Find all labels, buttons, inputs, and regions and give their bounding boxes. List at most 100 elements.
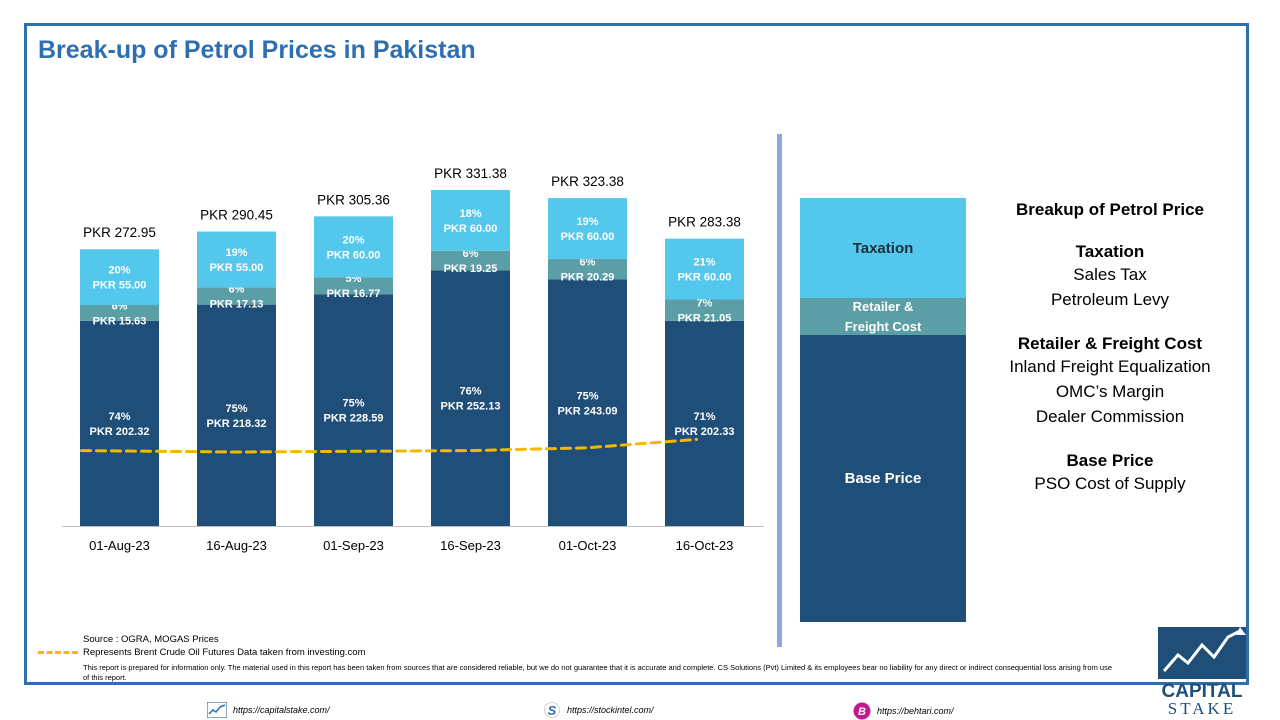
- x-tick-label: 16-Sep-23: [440, 538, 501, 553]
- data-label: 20%: [108, 265, 130, 277]
- x-tick-label: 01-Aug-23: [89, 538, 150, 553]
- explain-item: Inland Freight Equalization: [1009, 357, 1211, 376]
- data-label: PKR 60.00: [561, 231, 615, 243]
- bar-segment: [548, 279, 627, 526]
- capitalstake-icon: [207, 702, 227, 718]
- svg-text:B: B: [858, 706, 866, 718]
- data-label: 20%: [342, 234, 364, 246]
- legend-stack: Taxation Retailer & Freight Cost Base Pr…: [800, 198, 966, 622]
- explain-item: Dealer Commission: [1035, 407, 1185, 426]
- data-label: 21%: [693, 257, 715, 269]
- svg-text:S: S: [548, 703, 557, 718]
- explain-taxation-heading: Taxation: [1075, 242, 1145, 261]
- bar-segment: [431, 250, 510, 271]
- footer-link-capitalstake[interactable]: https://capitalstake.com/: [207, 702, 330, 718]
- total-label: PKR 290.45: [200, 208, 273, 223]
- data-label: PKR 218.32: [207, 418, 267, 430]
- stockintel-icon: S: [544, 702, 560, 718]
- data-label: PKR 16.77: [327, 288, 381, 300]
- x-tick-label: 16-Aug-23: [206, 538, 267, 553]
- data-label: 6%: [463, 248, 479, 260]
- disclaimer: This report is prepared for information …: [83, 663, 1112, 682]
- x-tick-label: 01-Oct-23: [559, 538, 617, 553]
- data-label: PKR 243.09: [558, 405, 618, 417]
- data-label: PKR 55.00: [210, 262, 264, 274]
- brent-legend-text: Represents Brent Crude Oil Futures Data …: [83, 647, 366, 658]
- behtari-icon: B: [853, 702, 871, 720]
- bar-segment: [197, 287, 276, 305]
- data-label: 19%: [225, 247, 247, 259]
- legend-retailer-segment: Retailer & Freight Cost: [800, 298, 966, 335]
- explain-base-heading: Base Price: [1066, 451, 1154, 470]
- data-label: PKR 202.33: [675, 426, 735, 438]
- bar-segment: [665, 299, 744, 321]
- total-label: PKR 323.38: [551, 174, 624, 189]
- footer-link-text[interactable]: https://behtari.com/: [877, 706, 954, 716]
- data-label: PKR 60.00: [444, 223, 498, 235]
- bar-segment: [197, 231, 276, 288]
- data-label: PKR 21.05: [678, 313, 732, 325]
- bar-segment: [665, 238, 744, 300]
- legend-taxation-segment: Taxation: [800, 198, 966, 298]
- data-label: PKR 15.63: [93, 315, 147, 327]
- data-label: 75%: [342, 398, 364, 410]
- vertical-divider: [777, 134, 782, 647]
- footer-link-behtari[interactable]: B https://behtari.com/: [853, 702, 954, 720]
- bar-segment: [431, 190, 510, 251]
- data-label: 18%: [459, 208, 481, 220]
- x-tick-label: 01-Sep-23: [323, 538, 384, 553]
- bar-segment: [314, 216, 393, 278]
- data-label: 75%: [576, 390, 598, 402]
- total-label: PKR 305.36: [317, 192, 390, 207]
- data-label: PKR 17.13: [210, 298, 264, 310]
- data-label: 76%: [459, 386, 481, 398]
- logo-graphic: CAPITAL STAKE: [1158, 627, 1246, 718]
- brent-crude-line: [80, 437, 698, 454]
- total-label: PKR 331.38: [434, 166, 507, 181]
- bar-segment: [314, 277, 393, 295]
- explain-item: OMC’s Margin: [1055, 382, 1165, 401]
- content-frame: [24, 23, 1249, 685]
- explain-item: Petroleum Levy: [1050, 290, 1170, 309]
- data-label: PKR 228.59: [324, 413, 384, 425]
- bar-segment: [431, 270, 510, 526]
- data-label: 6%: [580, 257, 596, 269]
- footer-link-text[interactable]: https://capitalstake.com/: [233, 705, 330, 715]
- total-label: PKR 272.95: [83, 225, 156, 240]
- price-breakup-explanation: Breakup of Petrol Price Taxation Sales T…: [985, 200, 1235, 496]
- bar-segment: [80, 249, 159, 306]
- bar-segment: [548, 258, 627, 280]
- explain-retailer-heading: Retailer & Freight Cost: [1017, 334, 1203, 353]
- svg-text:CAPITAL: CAPITAL: [1162, 681, 1243, 702]
- footer-link-text[interactable]: https://stockintel.com/: [567, 705, 654, 715]
- data-label: 74%: [108, 411, 130, 423]
- page-title: Break-up of Petrol Prices in Pakistan: [38, 36, 476, 64]
- bar-segment: [80, 305, 159, 321]
- x-tick-label: 16-Oct-23: [676, 538, 734, 553]
- data-label: PKR 19.25: [444, 263, 498, 275]
- data-label: PKR 55.00: [93, 280, 147, 292]
- legend-base-segment: Base Price: [800, 335, 966, 622]
- data-label: 7%: [697, 298, 713, 310]
- bar-segment: [80, 320, 159, 526]
- explain-heading: Breakup of Petrol Price: [1015, 200, 1204, 219]
- footer-link-stockintel[interactable]: S https://stockintel.com/: [543, 702, 654, 718]
- bar-segment: [314, 294, 393, 526]
- svg-text:STAKE: STAKE: [1168, 699, 1236, 715]
- bar-segment: [197, 304, 276, 526]
- source-note: Source : OGRA, MOGAS Prices: [83, 634, 219, 645]
- bar-segment: [548, 198, 627, 259]
- bar-segment: [665, 320, 744, 526]
- data-label: PKR 60.00: [327, 249, 381, 261]
- total-label: PKR 283.38: [668, 215, 741, 230]
- data-label: PKR 202.32: [90, 426, 150, 438]
- stacked-bar-chart: 74% PKR 202.32 6% PKR 15.63 20% PKR 55.00 PKR …: [62, 166, 764, 553]
- data-label: 71%: [693, 411, 715, 423]
- data-label: PKR 60.00: [678, 272, 732, 284]
- brent-legend-line: [38, 651, 78, 654]
- data-label: PKR 20.29: [561, 272, 615, 284]
- data-label: PKR 252.13: [441, 401, 501, 413]
- data-label: 19%: [576, 216, 598, 228]
- data-label: 75%: [225, 403, 247, 415]
- explain-item: PSO Cost of Supply: [1034, 474, 1186, 493]
